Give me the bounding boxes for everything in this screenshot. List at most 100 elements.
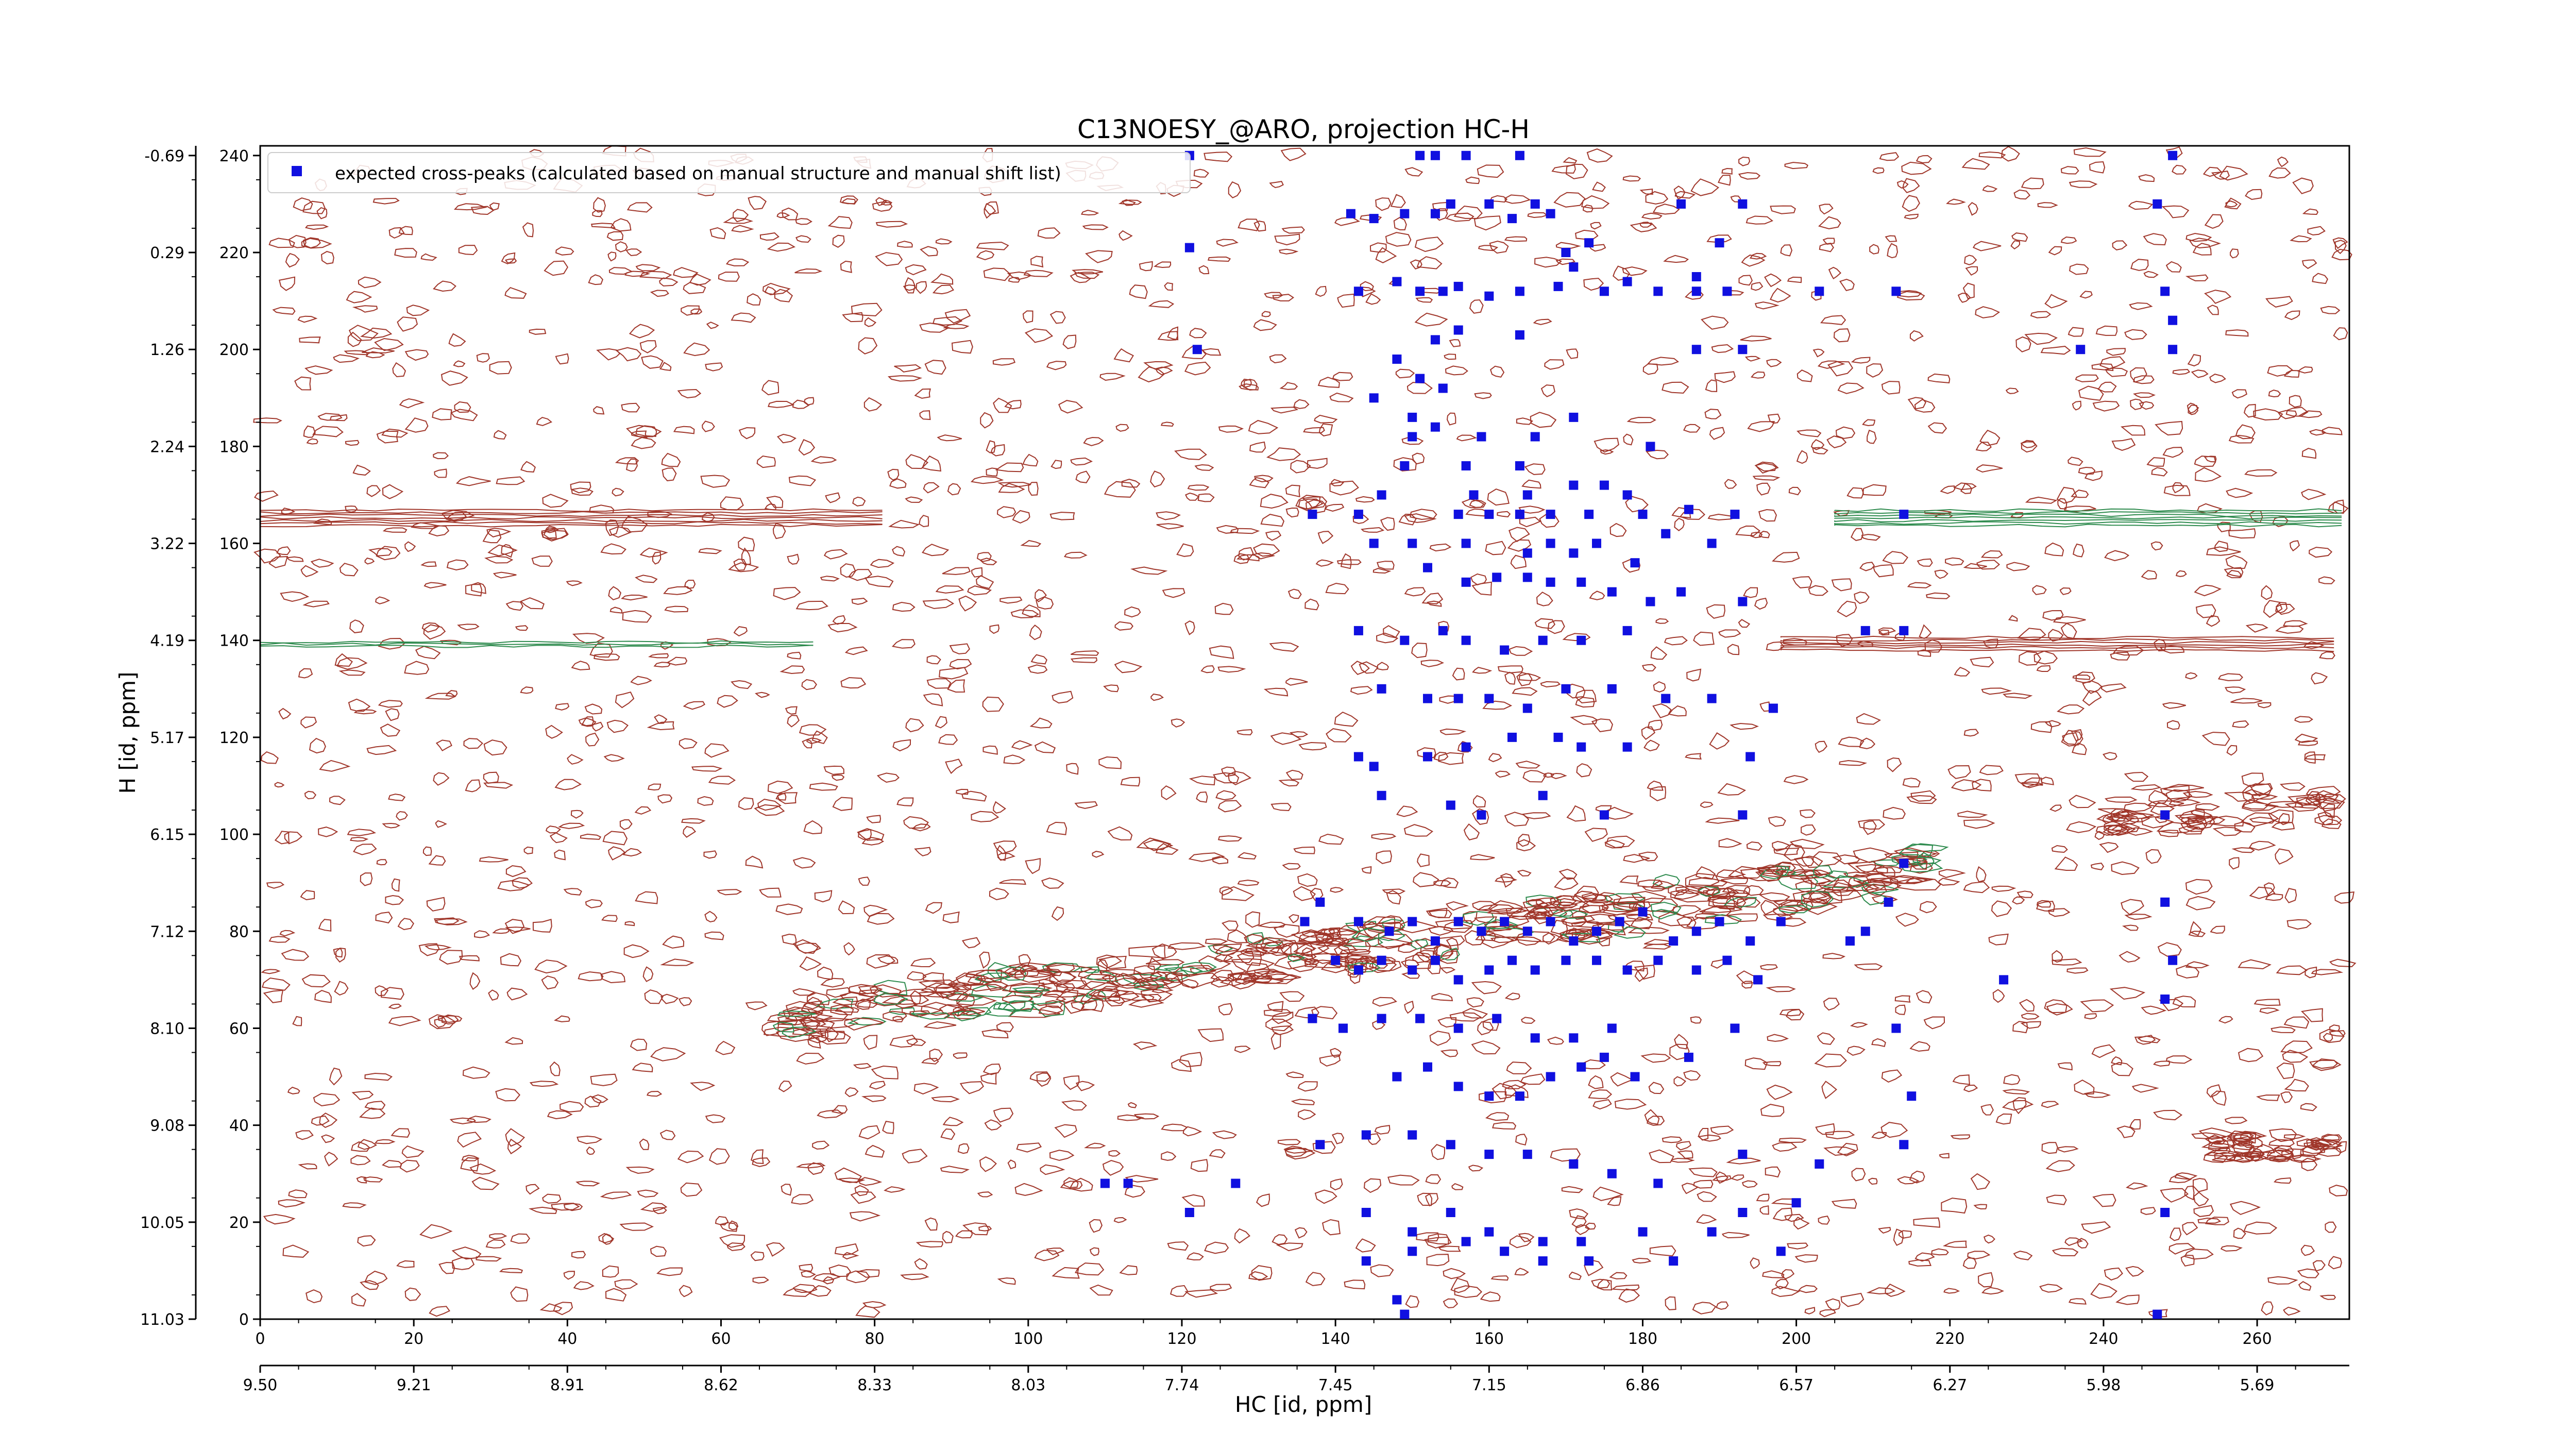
contour-line bbox=[747, 293, 761, 306]
contour-line bbox=[956, 788, 969, 795]
contour-line bbox=[471, 1176, 500, 1190]
contour-line bbox=[1738, 172, 1761, 180]
contour-line bbox=[449, 1117, 477, 1124]
contour-line bbox=[1104, 996, 1125, 1007]
contour-line bbox=[759, 887, 782, 898]
contour-line bbox=[2151, 467, 2168, 477]
contour-line bbox=[1650, 901, 1682, 913]
contour-line bbox=[554, 779, 582, 790]
contour-line bbox=[1104, 481, 1136, 498]
contour-line bbox=[2224, 791, 2256, 802]
contour-line bbox=[629, 324, 655, 339]
contour-line bbox=[1550, 772, 1567, 779]
contour-line bbox=[2286, 919, 2312, 930]
contour-line bbox=[888, 375, 923, 382]
contour-line bbox=[1171, 718, 1185, 728]
contour-line bbox=[1049, 311, 1066, 324]
contour-line bbox=[462, 1066, 490, 1079]
contour-line bbox=[1878, 629, 1890, 636]
contour-line bbox=[1871, 1132, 1887, 1139]
contour-line bbox=[2283, 1016, 2310, 1029]
contour-line bbox=[1905, 876, 1929, 884]
contour-line bbox=[1190, 1159, 1209, 1172]
contour-line bbox=[333, 354, 360, 363]
contour-line bbox=[476, 353, 490, 363]
contour-line bbox=[2311, 672, 2328, 685]
contour-line bbox=[820, 576, 840, 582]
contour-line bbox=[541, 530, 568, 541]
contour-line bbox=[570, 481, 591, 494]
contour-line bbox=[2268, 1139, 2295, 1147]
contour-line bbox=[276, 546, 291, 555]
contour-line bbox=[2056, 486, 2077, 504]
contour-line bbox=[309, 737, 326, 754]
cross-peak-marker bbox=[1415, 374, 1425, 383]
contour-line bbox=[1547, 620, 1565, 634]
contour-line bbox=[353, 844, 377, 855]
contour-line bbox=[2189, 238, 2222, 249]
contour-line bbox=[924, 360, 946, 375]
contour-line bbox=[2234, 1153, 2255, 1163]
contour-line bbox=[1954, 667, 1971, 677]
contour-line bbox=[591, 1094, 608, 1104]
contour-line bbox=[911, 823, 931, 832]
contour-line bbox=[2137, 1035, 2161, 1043]
y-tick-label: 40 bbox=[229, 1117, 249, 1135]
contour-line bbox=[679, 738, 698, 749]
contour-line bbox=[2267, 1276, 2298, 1285]
contour-line bbox=[1113, 1217, 1127, 1223]
cross-peak-marker bbox=[1346, 209, 1355, 218]
contour-line bbox=[347, 331, 362, 347]
contour-line bbox=[350, 836, 369, 842]
contour-line bbox=[1516, 417, 1533, 425]
contour-line bbox=[1647, 780, 1664, 791]
contour-line bbox=[1007, 1159, 1016, 1170]
contour-line bbox=[921, 1057, 939, 1065]
contour-line bbox=[909, 1010, 931, 1018]
cross-peak-marker bbox=[1691, 926, 1701, 936]
contour-line bbox=[1355, 1238, 1376, 1253]
contour-line bbox=[848, 984, 883, 995]
contour-line bbox=[1801, 824, 1816, 836]
contour-line bbox=[704, 911, 718, 923]
contour-line bbox=[1347, 962, 1381, 973]
contour-line bbox=[1653, 681, 1666, 693]
contour-line bbox=[832, 996, 858, 1006]
contour-line bbox=[2011, 232, 2028, 242]
contour-line bbox=[501, 252, 516, 265]
y-tick-label: 0 bbox=[239, 1311, 249, 1329]
contour-line bbox=[1421, 593, 1444, 604]
contour-line bbox=[1293, 399, 1310, 409]
contour-line bbox=[2329, 1030, 2346, 1037]
contour-line bbox=[397, 918, 414, 931]
contour-line bbox=[2193, 1191, 2209, 1207]
contour-line bbox=[1164, 971, 1183, 983]
contour-line bbox=[1253, 221, 1266, 232]
contour-line bbox=[1089, 1247, 1099, 1256]
contour-line bbox=[1227, 770, 1252, 786]
contour-ridge bbox=[260, 521, 883, 525]
contour-line bbox=[483, 782, 514, 789]
contour-line bbox=[858, 337, 878, 355]
contour-line bbox=[779, 665, 805, 675]
contour-line bbox=[1677, 1150, 1693, 1159]
contour-line bbox=[2024, 332, 2058, 345]
contour-line bbox=[1138, 972, 1163, 981]
cross-peak-marker bbox=[1484, 965, 1494, 975]
contour-line bbox=[1293, 846, 1315, 854]
contour-line bbox=[372, 198, 400, 205]
cross-peak-marker bbox=[1308, 510, 1317, 519]
contour-line bbox=[1874, 867, 1895, 877]
contour-line bbox=[1906, 795, 1937, 804]
contour-line bbox=[933, 986, 970, 996]
contour-line bbox=[959, 1081, 984, 1094]
contour-line bbox=[470, 206, 495, 215]
contour-line bbox=[421, 622, 440, 633]
cross-peak-marker bbox=[1507, 732, 1517, 742]
contour-line bbox=[924, 1217, 938, 1231]
y-axis-label: H [id, ppm] bbox=[115, 672, 140, 794]
contour-line bbox=[866, 954, 896, 969]
contour-line bbox=[1200, 665, 1215, 673]
contour-line bbox=[1909, 330, 1924, 342]
contour-line bbox=[1297, 1109, 1316, 1120]
